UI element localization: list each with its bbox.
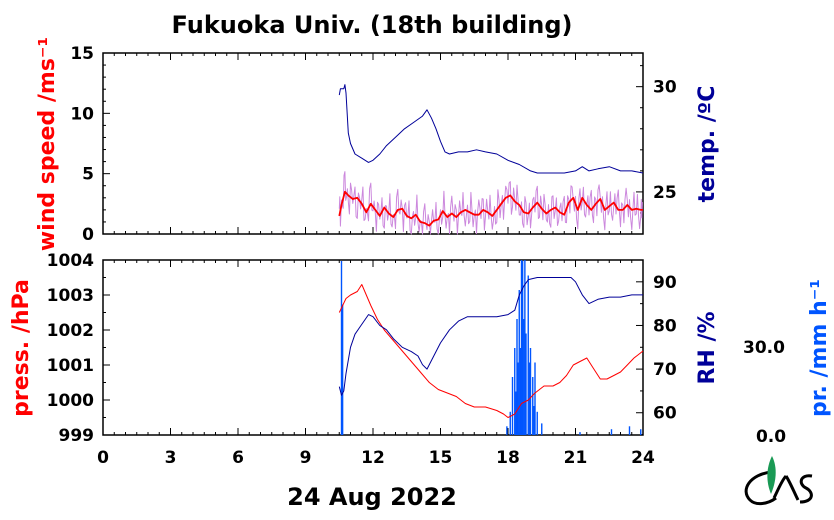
- precip-tick-label: 30.0: [743, 338, 785, 358]
- press-y-tick-label: 1000: [47, 391, 94, 411]
- x-tick-label: 12: [361, 448, 385, 468]
- pressure-axis-label: press. /hPa: [9, 279, 34, 417]
- rh-y-tick-label: 70: [653, 360, 677, 380]
- press-y-tick-label: 1004: [47, 251, 94, 271]
- date-label: 24 Aug 2022: [287, 483, 457, 511]
- precip-tick-label: 0.0: [756, 427, 786, 447]
- x-tick-label: 0: [97, 448, 109, 468]
- pressure-line: [338, 284, 644, 418]
- wind-speed-line: [338, 190, 643, 227]
- rh-y-tick-label: 80: [653, 316, 677, 336]
- temp-y-tick-label: 30: [653, 78, 677, 98]
- temperature-line: [338, 84, 644, 174]
- chart-title: Fukuoka Univ. (18th building): [172, 11, 573, 39]
- press-y-tick-label: 1001: [47, 356, 94, 376]
- press-y-tick-label: 1002: [47, 321, 94, 341]
- wind-speed-axis-label: wind speed /ms⁻¹: [35, 37, 60, 251]
- x-tick-label: 9: [300, 448, 312, 468]
- x-tick-label: 24: [631, 448, 655, 468]
- bottom-axes: 0 3 6 9 12 15 18 21 24 999 1000 1001 1002 1003 1004 60 7…: [47, 251, 787, 468]
- rh-y-tick-label: 90: [653, 273, 677, 293]
- wind-y-tick-label: 0: [82, 225, 94, 245]
- temp-y-tick-label: 25: [653, 183, 677, 203]
- x-tick-label: 6: [232, 448, 244, 468]
- x-tick-label: 3: [165, 448, 177, 468]
- wind-raw-line: [338, 171, 643, 235]
- x-tick-label: 15: [429, 448, 453, 468]
- precipitation-axis-label: pr. /mm h⁻¹: [807, 279, 832, 417]
- rh-y-tick-label: 60: [653, 404, 677, 424]
- bottom-plot-frame: [102, 259, 644, 436]
- series-layer: [338, 84, 644, 435]
- wind-y-tick-label: 15: [70, 44, 94, 64]
- ces-logo: [744, 456, 813, 506]
- humidity-line: [338, 277, 643, 396]
- press-y-tick-label: 1003: [47, 286, 94, 306]
- temperature-axis-label: temp. /ºC: [695, 86, 720, 203]
- wind-y-tick-label: 10: [70, 104, 94, 124]
- wind-y-tick-label: 5: [82, 165, 94, 185]
- x-tick-label: 18: [496, 448, 520, 468]
- x-tick-label: 21: [564, 448, 588, 468]
- humidity-axis-label: RH /%: [695, 311, 720, 384]
- press-y-tick-label: 999: [59, 426, 95, 446]
- top-axes: 0 5 10 15 25 30: [70, 44, 677, 245]
